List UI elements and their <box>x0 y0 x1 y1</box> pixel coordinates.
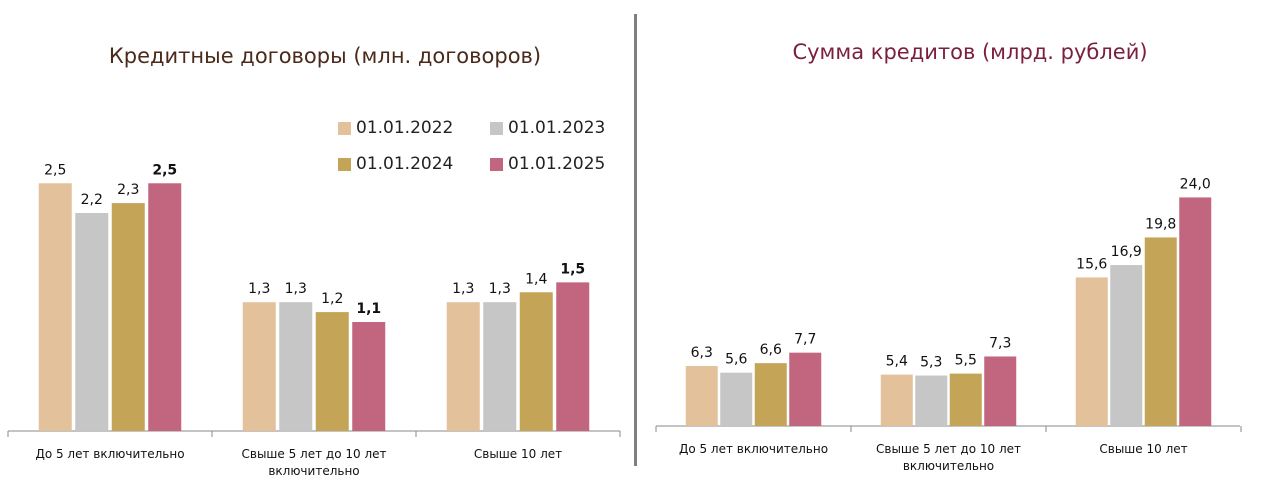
bar <box>720 372 753 426</box>
legend-label: 01.01.2022 <box>356 118 454 138</box>
legend-item-2024: 01.01.2024 <box>338 154 453 174</box>
data-label: 7,7 <box>794 332 816 348</box>
panel-divider <box>634 14 637 466</box>
bar <box>279 302 313 431</box>
bar <box>75 213 109 431</box>
legend-item-2023: 01.01.2023 <box>490 118 605 138</box>
bar-chart-amounts: 6,3 5,6 6,6 7,7 До 5 лет включительно 5,4 5,3 5… <box>655 176 1242 473</box>
bar <box>315 312 349 431</box>
legend-swatch <box>490 157 503 171</box>
data-label: 15,6 <box>1076 256 1107 272</box>
bar <box>915 375 948 426</box>
category-label: включительно <box>268 464 359 478</box>
data-label: 1,1 <box>356 301 381 317</box>
bar <box>949 373 982 426</box>
bar <box>880 374 913 426</box>
data-label: 6,6 <box>760 342 782 358</box>
data-label: 5,3 <box>920 355 942 371</box>
category-label: До 5 лет включительно <box>35 447 184 461</box>
chart-title-amounts: Сумма кредитов (млрд. рублей) <box>792 40 1148 64</box>
category-label: Свыше 10 лет <box>1099 442 1187 456</box>
bar <box>984 356 1017 426</box>
data-label: 1,4 <box>525 271 547 287</box>
data-label: 2,5 <box>44 162 66 178</box>
bar <box>789 352 822 426</box>
bar <box>556 282 590 431</box>
chart-title-contracts: Кредитные договоры (млн. договоров) <box>108 44 542 68</box>
chart-panel-amounts: Сумма кредитов (млрд. рублей) 6,3 5,6 6,6 7… <box>646 0 1284 501</box>
data-label: 1,3 <box>248 281 270 297</box>
bar <box>1144 237 1177 426</box>
data-label: 5,5 <box>955 353 977 369</box>
legend-label: 01.01.2025 <box>508 154 606 174</box>
data-label: 1,3 <box>489 281 511 297</box>
data-label: 24,0 <box>1180 176 1211 192</box>
bar <box>519 292 553 431</box>
bar <box>446 302 480 431</box>
bar <box>352 322 386 431</box>
category-label: Свыше 10 лет <box>474 447 562 461</box>
data-label: 5,6 <box>725 352 747 368</box>
legend-item-2022: 01.01.2022 <box>338 118 453 138</box>
legend-swatch <box>338 121 351 135</box>
legend-item-2025: 01.01.2025 <box>490 154 605 174</box>
bar <box>1179 197 1212 426</box>
category-label: Свыше 5 лет до 10 лет <box>242 447 387 461</box>
legend-swatch <box>490 121 503 135</box>
data-label: 16,9 <box>1111 244 1142 260</box>
bar-chart-contracts: 2,5 2,2 2,3 2,5 До 5 лет включительно 1,3 1,3 1… <box>7 162 621 478</box>
bar <box>242 302 276 431</box>
chart-panel-contracts: Кредитные договоры (млн. договоров) 2,5 2… <box>0 0 630 501</box>
legend-swatch <box>338 157 351 171</box>
data-label: 2,5 <box>152 162 177 178</box>
legend-label: 01.01.2024 <box>356 154 454 174</box>
bar <box>754 363 787 426</box>
bar <box>111 203 145 431</box>
data-label: 6,3 <box>691 345 713 361</box>
data-label: 2,2 <box>81 192 103 208</box>
data-label: 1,2 <box>321 291 343 307</box>
data-label: 2,3 <box>117 182 139 198</box>
legend-label: 01.01.2023 <box>508 118 606 138</box>
category-label: включительно <box>903 459 994 473</box>
category-label: До 5 лет включительно <box>679 442 828 456</box>
data-label: 1,5 <box>560 261 585 277</box>
bar <box>483 302 517 431</box>
bar <box>1075 277 1108 426</box>
category-label: Свыше 5 лет до 10 лет <box>876 442 1021 456</box>
data-label: 5,4 <box>886 354 908 370</box>
bar <box>1110 265 1143 426</box>
bar <box>685 366 718 426</box>
bar <box>38 183 72 431</box>
data-label: 1,3 <box>452 281 474 297</box>
bar <box>148 183 182 431</box>
data-label: 1,3 <box>285 281 307 297</box>
data-label: 19,8 <box>1145 216 1176 232</box>
data-label: 7,3 <box>989 335 1011 351</box>
